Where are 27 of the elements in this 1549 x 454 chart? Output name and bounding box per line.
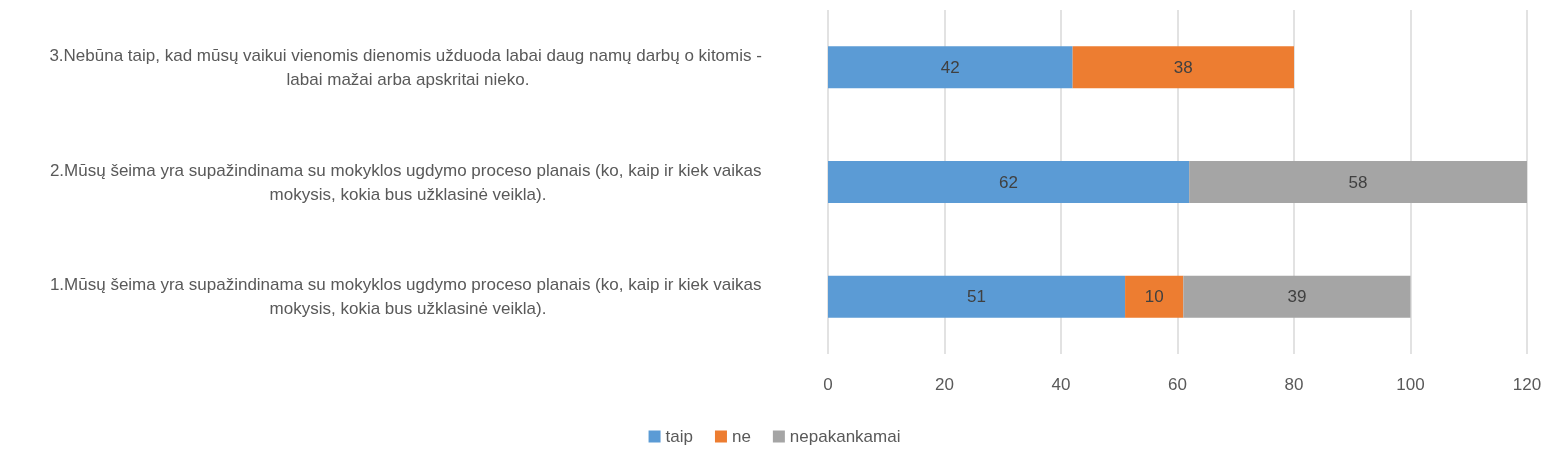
bar bbox=[1189, 161, 1527, 203]
data-label: 51 bbox=[967, 287, 986, 307]
x-tick-label: 20 bbox=[935, 375, 954, 394]
bar bbox=[1183, 275, 1411, 318]
bar bbox=[1072, 46, 1294, 89]
data-label: 10 bbox=[1144, 287, 1164, 307]
y-tick-label: 1.Mūsų šeima yra supažindinama su mokyklos ugdymo proceso planais (ko, kaip ir kiek vaikas mokysis, kokia bus užklasinė veikla). bbox=[49, 275, 767, 319]
bar bbox=[828, 275, 1126, 318]
bar bbox=[828, 46, 1073, 89]
x-tick-label: 60 bbox=[1168, 375, 1187, 394]
legend-label: taip bbox=[665, 427, 693, 446]
data-label: 39 bbox=[1287, 287, 1307, 307]
data-label: 42 bbox=[940, 57, 960, 77]
legend-label: ne bbox=[731, 427, 751, 446]
bar bbox=[828, 161, 1190, 203]
x-tick-label: 100 bbox=[1396, 375, 1425, 394]
data-label: 62 bbox=[999, 172, 1019, 192]
data-label: 38 bbox=[1173, 57, 1193, 77]
legend-label: nepakankamai bbox=[789, 427, 901, 446]
x-tick-label: 80 bbox=[1284, 375, 1304, 394]
x-tick-label: 120 bbox=[1512, 375, 1542, 394]
y-tick-label: 2.Mūsų šeima yra supažindinama su mokyklos ugdymo proceso planais (ko, kaip ir kiek vaikas mokysis, kokia bus užklasinė veikla). bbox=[49, 160, 767, 204]
x-tick-label: 40 bbox=[1051, 375, 1071, 394]
data-label: 58 bbox=[1348, 172, 1368, 192]
bar bbox=[1125, 275, 1184, 318]
y-tick-label: 3.Nebūna taip, kad mūsų vaikui vienomis dienomis užduoda labai daug namų darbų o kitomis - labai mažai arba apskritai nieko. bbox=[49, 45, 767, 89]
x-tick-label: 0 bbox=[823, 375, 833, 394]
